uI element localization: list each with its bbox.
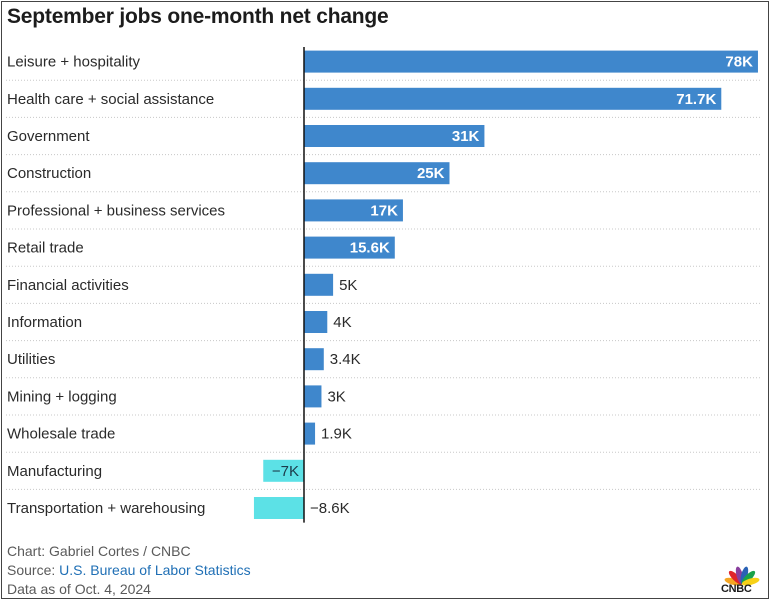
- bar-leisure-hospitality: [304, 50, 758, 73]
- value-label: 25K: [417, 165, 445, 182]
- source-prefix: Source:: [7, 562, 60, 578]
- bar-manufacturing: [263, 459, 304, 482]
- cnbc-logo-text: CNBC: [721, 583, 752, 595]
- chart-credit: Chart: Gabriel Cortes / CNBC: [7, 543, 191, 559]
- peacock-feather: [724, 577, 743, 586]
- bar-transportation-warehousing: [253, 497, 304, 519]
- chart-title: September jobs one-month net change: [7, 5, 389, 28]
- source-link[interactable]: U.S. Bureau of Labor Statistics: [59, 562, 251, 578]
- value-label: 5K: [339, 277, 357, 294]
- bar-retail-trade: [304, 236, 395, 259]
- value-label: 31K: [452, 128, 480, 145]
- value-label: 71.7K: [676, 91, 716, 108]
- value-label: 3K: [327, 388, 345, 405]
- category-label: Manufacturing: [7, 463, 102, 480]
- value-label: 17K: [370, 202, 398, 219]
- data-date-note: Data as of Oct. 4, 2024: [7, 581, 151, 597]
- value-label: 78K: [725, 54, 753, 71]
- chart-source: Source: U.S. Bureau of Labor Statistics: [7, 561, 251, 580]
- category-label: Government: [7, 128, 90, 145]
- category-label: Professional + business services: [7, 202, 225, 219]
- bar-professional-business-services: [304, 199, 403, 222]
- value-label: 4K: [333, 314, 351, 331]
- peacock-feather: [740, 566, 749, 585]
- value-label: −8.6K: [310, 500, 350, 517]
- category-label: Mining + logging: [7, 388, 117, 405]
- bar-health-care-social-assistance: [304, 87, 722, 110]
- category-label: Retail trade: [7, 240, 84, 257]
- category-label: Leisure + hospitality: [7, 54, 140, 71]
- value-label: 3.4K: [330, 351, 361, 368]
- cnbc-peacock-icon: [724, 566, 760, 586]
- bar-wholesale-trade: [304, 422, 316, 445]
- category-label: Wholesale trade: [7, 426, 115, 443]
- bar-mining-logging: [304, 385, 322, 408]
- bar-chart: Leisure + hospitality 78K Health care + so…: [6, 47, 762, 523]
- category-label: Health care + social assistance: [7, 91, 214, 108]
- bar-utilities: [304, 348, 324, 371]
- category-label: Financial activities: [7, 277, 129, 294]
- category-label: Information: [7, 314, 82, 331]
- bar-construction: [304, 162, 450, 185]
- value-label: −7K: [272, 463, 299, 480]
- category-label: Transportation + warehousing: [7, 500, 205, 517]
- bar-government: [304, 125, 485, 147]
- chart-footer: Chart: Gabriel Cortes / CNBC Source: U.S…: [7, 542, 251, 599]
- bar-financial-activities: [304, 273, 334, 296]
- value-label: 15.6K: [350, 240, 390, 257]
- category-label: Utilities: [7, 351, 55, 368]
- value-label: 1.9K: [321, 426, 352, 443]
- category-label: Construction: [7, 165, 91, 182]
- bar-information: [304, 311, 328, 333]
- peacock-feather: [741, 577, 760, 586]
